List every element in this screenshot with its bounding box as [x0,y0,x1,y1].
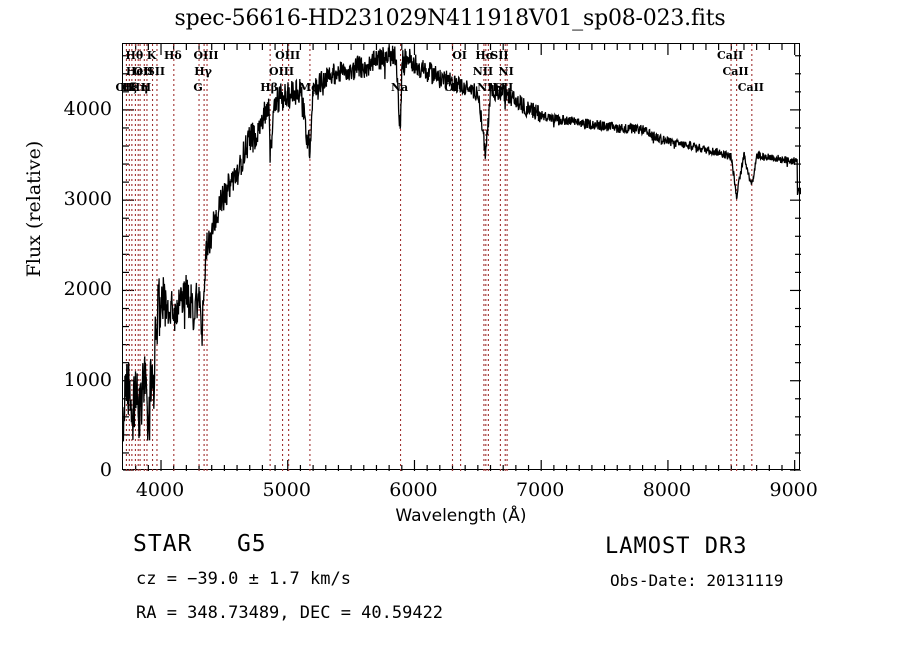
footer-survey-name: LAMOST DR3 [605,534,748,559]
line-label-SII: SII [490,49,509,62]
line-label-OI: OI [452,49,467,62]
x-axis-title: Wavelength (Å) [395,506,527,526]
y-tick-3000: 3000 [63,188,112,211]
line-label-CaII: CaII [716,49,744,62]
line-label-H: Hβ [260,81,278,94]
y-tick-0: 0 [99,459,112,481]
line-label-OIII: OIII [275,49,301,62]
line-label-OIII: OIII [193,49,219,62]
line-label-G: G [193,81,203,94]
line-label-OI: OI [444,81,459,94]
line-label-OII: OII [115,81,136,94]
x-tick-5000: 5000 [262,479,311,501]
line-markers [125,44,753,471]
line-label-H: H [140,81,152,94]
y-tick-1000: 1000 [63,368,112,391]
line-label-Mg: Mg [298,81,319,94]
x-tick-7000: 7000 [516,479,565,501]
line-label-NI: NI [498,65,514,78]
spectrum-trace [123,45,801,442]
line-label-H: Hη [129,81,149,94]
y-tick-2000: 2000 [63,278,112,301]
line-label-K: K [146,49,157,62]
line-label-OII: OII [133,65,154,78]
line-label-OIII: OIII [269,65,295,78]
object-type: STAR [133,531,193,557]
x-tick-8000: 8000 [642,479,692,501]
line-label-H: Hζ [119,81,137,94]
footer-obs-date: Obs-Date: 20131119 [610,571,784,590]
footer-object-class: STAR G5 [133,531,267,557]
axis-ticks [123,44,801,471]
line-label-SII: SII [146,65,166,78]
line-label-H: Hθ [125,49,144,62]
spectral-class: G5 [236,531,267,557]
line-label-NII: NII [477,81,498,94]
y-tick-4000: 4000 [63,97,112,120]
footer-radial-velocity: cz = −39.0 ± 1.7 km/s [136,569,351,589]
x-tick-9000: 9000 [769,479,818,501]
line-label-H: Hα [475,49,495,62]
line-label-NII: NII [472,65,494,78]
line-label-CaII: CaII [737,81,764,94]
spectrum-plot-frame [122,43,801,471]
line-label-H: Hε [122,81,140,94]
page-title: spec-56616-HD231029N411918V01_sp08-023.f… [174,6,726,31]
x-tick-6000: 6000 [389,479,438,501]
y-axis-title: Flux (relative) [23,140,45,278]
line-label-HeI: HeI [125,65,149,78]
spectrum-plot-svg [123,44,801,471]
x-tick-4000: 4000 [135,479,185,501]
line-label-H: Hδ [163,49,182,62]
line-label-CaII: CaII [722,65,749,78]
footer-coordinates: RA = 348.73489, DEC = 40.59422 [136,603,444,623]
line-label-Na: Na [390,81,409,94]
line-label-SII: SII [495,81,514,94]
line-label-H: Hγ [194,65,212,78]
